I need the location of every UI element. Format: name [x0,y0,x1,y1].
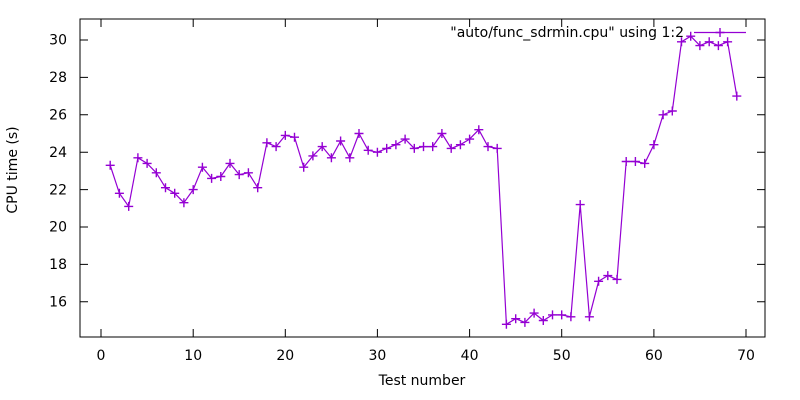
x-axis-title: Test number [378,373,466,389]
y-tick-label: 30 [49,33,67,49]
plot-border [79,18,766,338]
y-tick-label: 20 [49,220,67,236]
y-tick-label: 26 [49,108,67,124]
x-tick-label: 70 [737,348,755,364]
y-tick-label: 28 [49,70,67,86]
series-line [109,35,738,325]
series-markers [105,31,742,329]
axis-ticks [80,19,765,337]
x-tick-label: 60 [645,348,663,364]
y-tick-label: 16 [49,295,67,311]
x-tick-label: 10 [184,348,202,364]
y-axis-title: CPU time (s) [5,126,21,213]
legend-label: "auto/func_sdrmin.cpu" using 1:2 [450,25,684,41]
legend-marker-plus [715,28,725,37]
x-tick-label: 0 [97,348,106,364]
x-tick-label: 20 [276,348,294,364]
y-tick-label: 22 [49,182,67,198]
y-tick-label: 24 [49,145,67,161]
y-tick-label: 18 [49,257,67,273]
x-tick-label: 40 [461,348,479,364]
x-tick-label: 30 [368,348,386,364]
axis-tick-labels: 0 10 20 30 40 50 60 70 16 18 20 22 24 26 28 30 [49,33,755,364]
x-tick-label: 50 [553,348,571,364]
